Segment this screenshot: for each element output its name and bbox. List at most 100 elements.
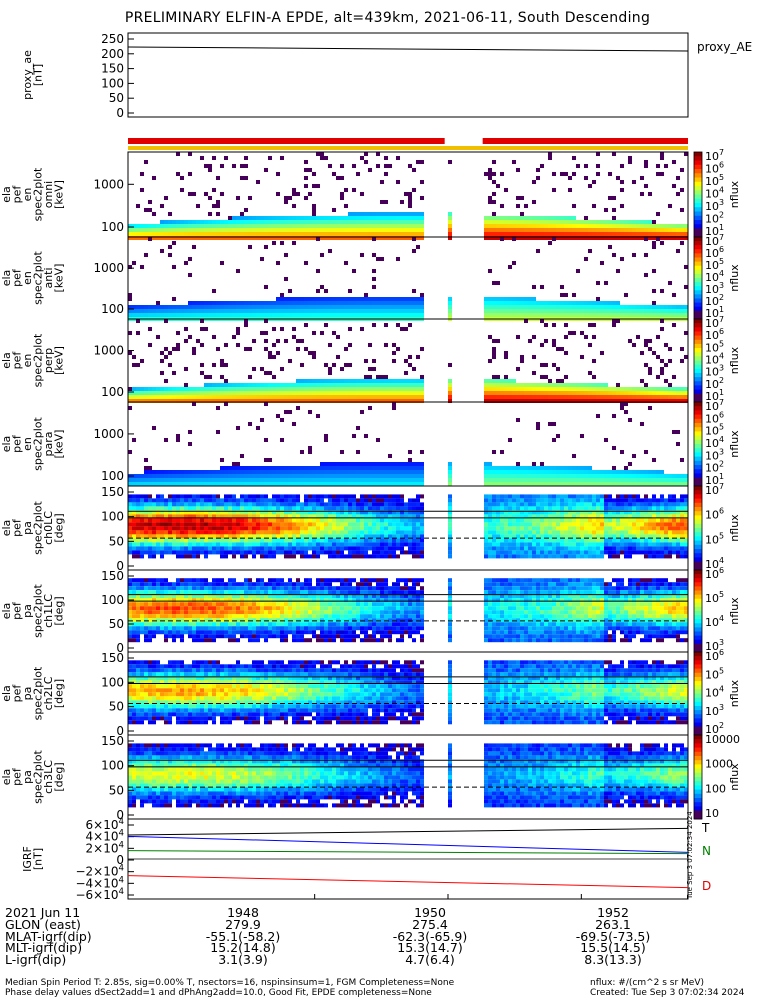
y-tick-label: 100: [101, 302, 124, 316]
y-axis-label: ela: [0, 603, 13, 620]
y-tick-label: 0: [116, 808, 124, 822]
colorbar-tick-label: 105: [705, 257, 724, 272]
panel-frame-proxy_ae: [127, 32, 689, 118]
proxy-ae-line: [127, 46, 689, 52]
y-axis-label: pef: [10, 268, 23, 287]
y-axis-label: pef: [10, 185, 23, 204]
y-axis-label: [keV]: [52, 180, 65, 209]
colorbar-label: nflux: [728, 430, 741, 458]
colorbar-tick-label: 103: [705, 281, 724, 296]
colorbar-tick-label: 100: [705, 782, 726, 795]
footer-glon-label: GLON (east): [5, 916, 81, 932]
colorbar-tick-label: 104: [705, 186, 724, 201]
colorbar-label: nflux: [728, 346, 741, 374]
y-axis-label: omni: [42, 181, 55, 208]
colorbar-tick-label: 107: [705, 148, 724, 163]
colorbar-label: nflux: [728, 180, 741, 208]
igrf-legend-N: N: [702, 844, 711, 858]
spectrogram-pa_3: [128, 743, 688, 808]
y-tick-label: 100: [101, 385, 124, 399]
y-tick-label: 150: [101, 651, 124, 665]
plot-title: PRELIMINARY ELFIN-A EPDE, alt=439km, 202…: [124, 10, 651, 26]
y-axis-label: pa: [21, 687, 34, 701]
y-tick-label: 150: [101, 485, 124, 499]
y-axis-label: anti: [42, 267, 55, 288]
colorbar-frame: [693, 734, 703, 820]
y-tick-label: 0: [116, 559, 124, 573]
footer-value: -62.3(-65.9): [392, 928, 468, 944]
y-tick-label: 0: [116, 641, 124, 655]
y-tick-label: 150: [101, 62, 124, 76]
spectrogram-en_3: [128, 319, 688, 403]
y-axis-label: spec2plot: [31, 167, 44, 221]
colorbar-tick-label: 107: [705, 315, 724, 330]
colorbar-tick-label: 105: [705, 339, 724, 354]
colorbar-en_1: [694, 152, 702, 238]
y-axis-label: [keV]: [52, 264, 65, 293]
colorbar-tick-label: 106: [705, 410, 724, 425]
y-tick-label: 50: [109, 783, 124, 797]
colorbar-label: nflux: [728, 597, 741, 625]
y-axis-label: ch0LC: [42, 511, 55, 545]
footer-value: -55.1(-58.2): [205, 928, 281, 944]
colorbar-tick-label: 105: [705, 531, 724, 546]
y-axis-label: pef: [10, 434, 23, 453]
footer-value: 4.7(6.4): [405, 952, 455, 968]
footer-col-1952: 1952 263.1 -69.5(-73.5) 15.5(14.5) 8.3(1…: [553, 905, 673, 966]
y-tick-label: 0: [116, 724, 124, 738]
colorbar-tick-label: 10: [705, 807, 719, 820]
colorbar-tick-label: 1000: [705, 758, 733, 771]
y-axis-label: en: [21, 437, 34, 451]
colorbar-tick-label: 101: [705, 388, 724, 403]
y-axis-label: pef: [10, 351, 23, 370]
footer-col-1950: 1950 275.4 -62.3(-65.9) 15.3(14.7) 4.7(6…: [370, 906, 490, 968]
y-tick-label: 50: [109, 91, 124, 105]
colorbar-tick-label: 107: [705, 398, 724, 413]
y-tick-label: 150: [101, 569, 124, 583]
footer-date: 2021 Jun 11: [5, 905, 81, 920]
colorbar-label: nflux: [728, 679, 741, 707]
colorbar-tick-label: 104: [705, 352, 724, 367]
footer-value: 1948: [227, 905, 259, 920]
y-axis-label: [deg]: [52, 762, 65, 791]
colorbar-tick-label: 102: [705, 211, 724, 226]
y-axis-label: ela: [0, 769, 13, 786]
colorbar-tick-label: 104: [705, 269, 724, 284]
y-axis-label: spec2plot: [31, 584, 44, 638]
colorbar-tick-label: 107: [705, 233, 724, 248]
y-axis-label: ch2LC: [42, 676, 55, 710]
colorbar-tick-label: 102: [705, 293, 724, 308]
footer-value: 15.2(14.8): [210, 940, 276, 956]
footer-l-label: L-igrf(dip): [5, 952, 67, 968]
orbit-bar-red: [128, 138, 445, 144]
footer-value: 3.1(3.9): [218, 952, 268, 968]
y-axis-label: IGRF: [21, 846, 34, 872]
colorbar-tick-label: 104: [705, 435, 724, 450]
colorbar-pa_3: [694, 735, 702, 820]
igrf-legend-D: D: [702, 879, 711, 893]
footnote-right: nflux: #/(cm^2 s sr MeV) Created: Tue Se…: [590, 979, 744, 999]
colorbar-tick-label: 105: [705, 173, 724, 188]
y-tick-label: 50: [109, 617, 124, 631]
colorbar-tick-label: 10000: [705, 733, 740, 746]
colorbar-tick-label: 103: [705, 198, 724, 213]
y-tick-label: 1000: [93, 261, 124, 275]
colorbar-tick-label: 106: [705, 566, 724, 581]
footer-value: 1952: [597, 905, 629, 920]
footnote-line: nflux: #/(cm^2 s sr MeV): [590, 978, 704, 988]
y-axis-label: [deg]: [52, 596, 65, 625]
y-axis-label: en: [21, 354, 34, 368]
y-axis-label: spec2plot: [31, 333, 44, 387]
y-axis-label: spec2plot: [31, 750, 44, 804]
y-tick-label: 150: [101, 734, 124, 748]
igrf-line-D: [127, 875, 689, 889]
colorbar-label: nflux: [728, 264, 741, 292]
spectrogram-pa_0: [128, 494, 688, 559]
y-tick-label: 100: [101, 759, 124, 773]
y-tick-label: 100: [101, 220, 124, 234]
footnote-left: Median Spin Period T: 2.85s, sig=0.00% T…: [5, 979, 454, 999]
footer-value: 275.4: [412, 916, 448, 932]
colorbar-pa_1: [694, 570, 702, 653]
y-axis-label: pef: [10, 684, 23, 703]
colorbar-tick-label: 107: [705, 482, 724, 497]
